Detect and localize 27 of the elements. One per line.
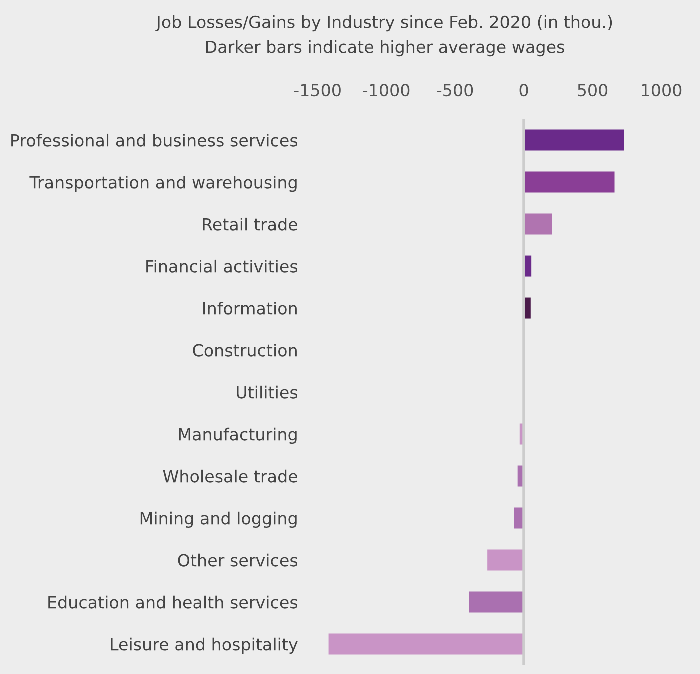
y-tick-label: Transportation and warehousing (30, 176, 297, 192)
y-tick-label: Utilities (237, 386, 298, 399)
bar (524, 172, 615, 193)
chart-subtitle: Darker bars indicate higher average wages (206, 40, 564, 57)
chart-title: Job Losses/Gains by Industry since Feb. 2020 (in thou.) (156, 16, 612, 32)
y-tick-label: Professional and business services (12, 134, 298, 147)
x-tick-label: 0 (520, 84, 528, 97)
y-tick-label: Wholesale trade (163, 470, 298, 483)
bar (488, 550, 524, 571)
y-tick-label: Education and health services (48, 596, 298, 609)
bar (469, 592, 524, 613)
y-tick-label: Information (204, 302, 297, 315)
bar (524, 214, 552, 235)
y-tick-label: Construction (193, 344, 297, 357)
y-tick-label: Other services (178, 554, 298, 567)
x-tick-label: 1000 (642, 84, 682, 97)
y-tick-label: Leisure and hospitality (111, 638, 298, 654)
x-tick-label: -1000 (363, 84, 410, 97)
x-tick-label: -500 (437, 84, 474, 97)
x-tick-label: -1500 (294, 84, 341, 97)
y-tick-label: Mining and logging (140, 512, 297, 528)
bar (328, 634, 524, 655)
y-tick-label: Financial activities (146, 260, 298, 273)
x-tick-label: 500 (578, 84, 608, 97)
y-tick-label: Retail trade (203, 218, 298, 231)
y-tick-label: Manufacturing (179, 428, 297, 444)
bar (524, 130, 624, 151)
